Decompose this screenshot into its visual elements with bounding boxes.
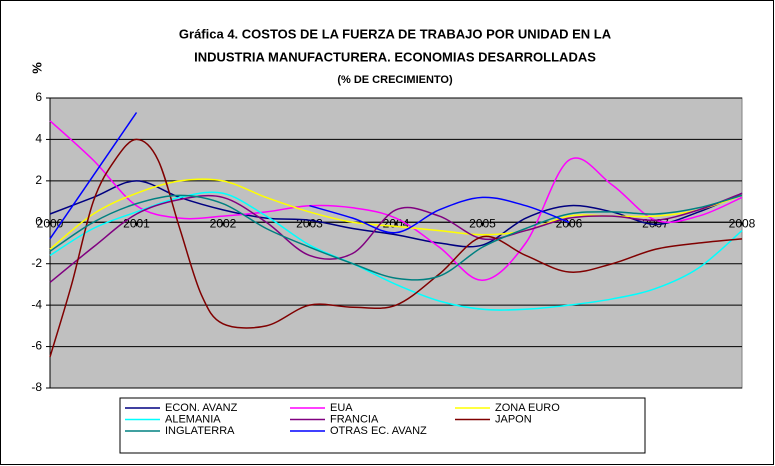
legend [119,397,646,454]
series-line [49,138,743,358]
x-tick-label: 2001 [123,216,150,230]
legend-label: ECON. AVANZ [165,402,238,414]
legend-label: JAPON [495,413,532,425]
legend-label: EUA [330,402,353,414]
x-tick-label: 2008 [729,216,756,230]
x-tick-label: 2000 [37,216,64,230]
y-tick-label: 4 [35,132,42,146]
series-line [49,191,743,311]
chart-subtitle: (% DE CRECIMIENTO) [337,74,453,86]
legend-label: OTRAS EC. AVANZ [330,425,427,437]
plot-area [49,97,743,389]
series-line [49,192,743,283]
x-tick-label: 2005 [469,216,496,230]
chart-title: Gráfica 4. COSTOS DE LA FUERZA DE TRABAJ… [179,26,612,41]
legend-label: ALEMANIA [165,413,221,425]
y-tick-label: 6 [35,90,42,104]
y-tick-label: 2 [35,173,42,187]
series-line [309,196,570,234]
legend-label: INGLATERRA [165,425,235,437]
y-tick-label: -6 [31,339,42,353]
legend-label: ZONA EURO [495,402,560,414]
series-line [49,194,743,281]
y-axis-label: % [29,62,44,74]
chart-title: INDUSTRIA MANUFACTURERA. ECONOMIAS DESAR… [194,49,596,64]
y-tick-label: 0 [35,214,42,228]
x-tick-label: 2002 [210,216,237,230]
series-line [49,120,743,282]
x-tick-label: 2003 [296,216,323,230]
legend-label: FRANCIA [330,413,379,425]
y-tick-label: -2 [31,256,42,270]
y-tick-label: -4 [31,297,42,311]
series-line [49,112,138,240]
y-tick-label: -8 [31,380,42,394]
